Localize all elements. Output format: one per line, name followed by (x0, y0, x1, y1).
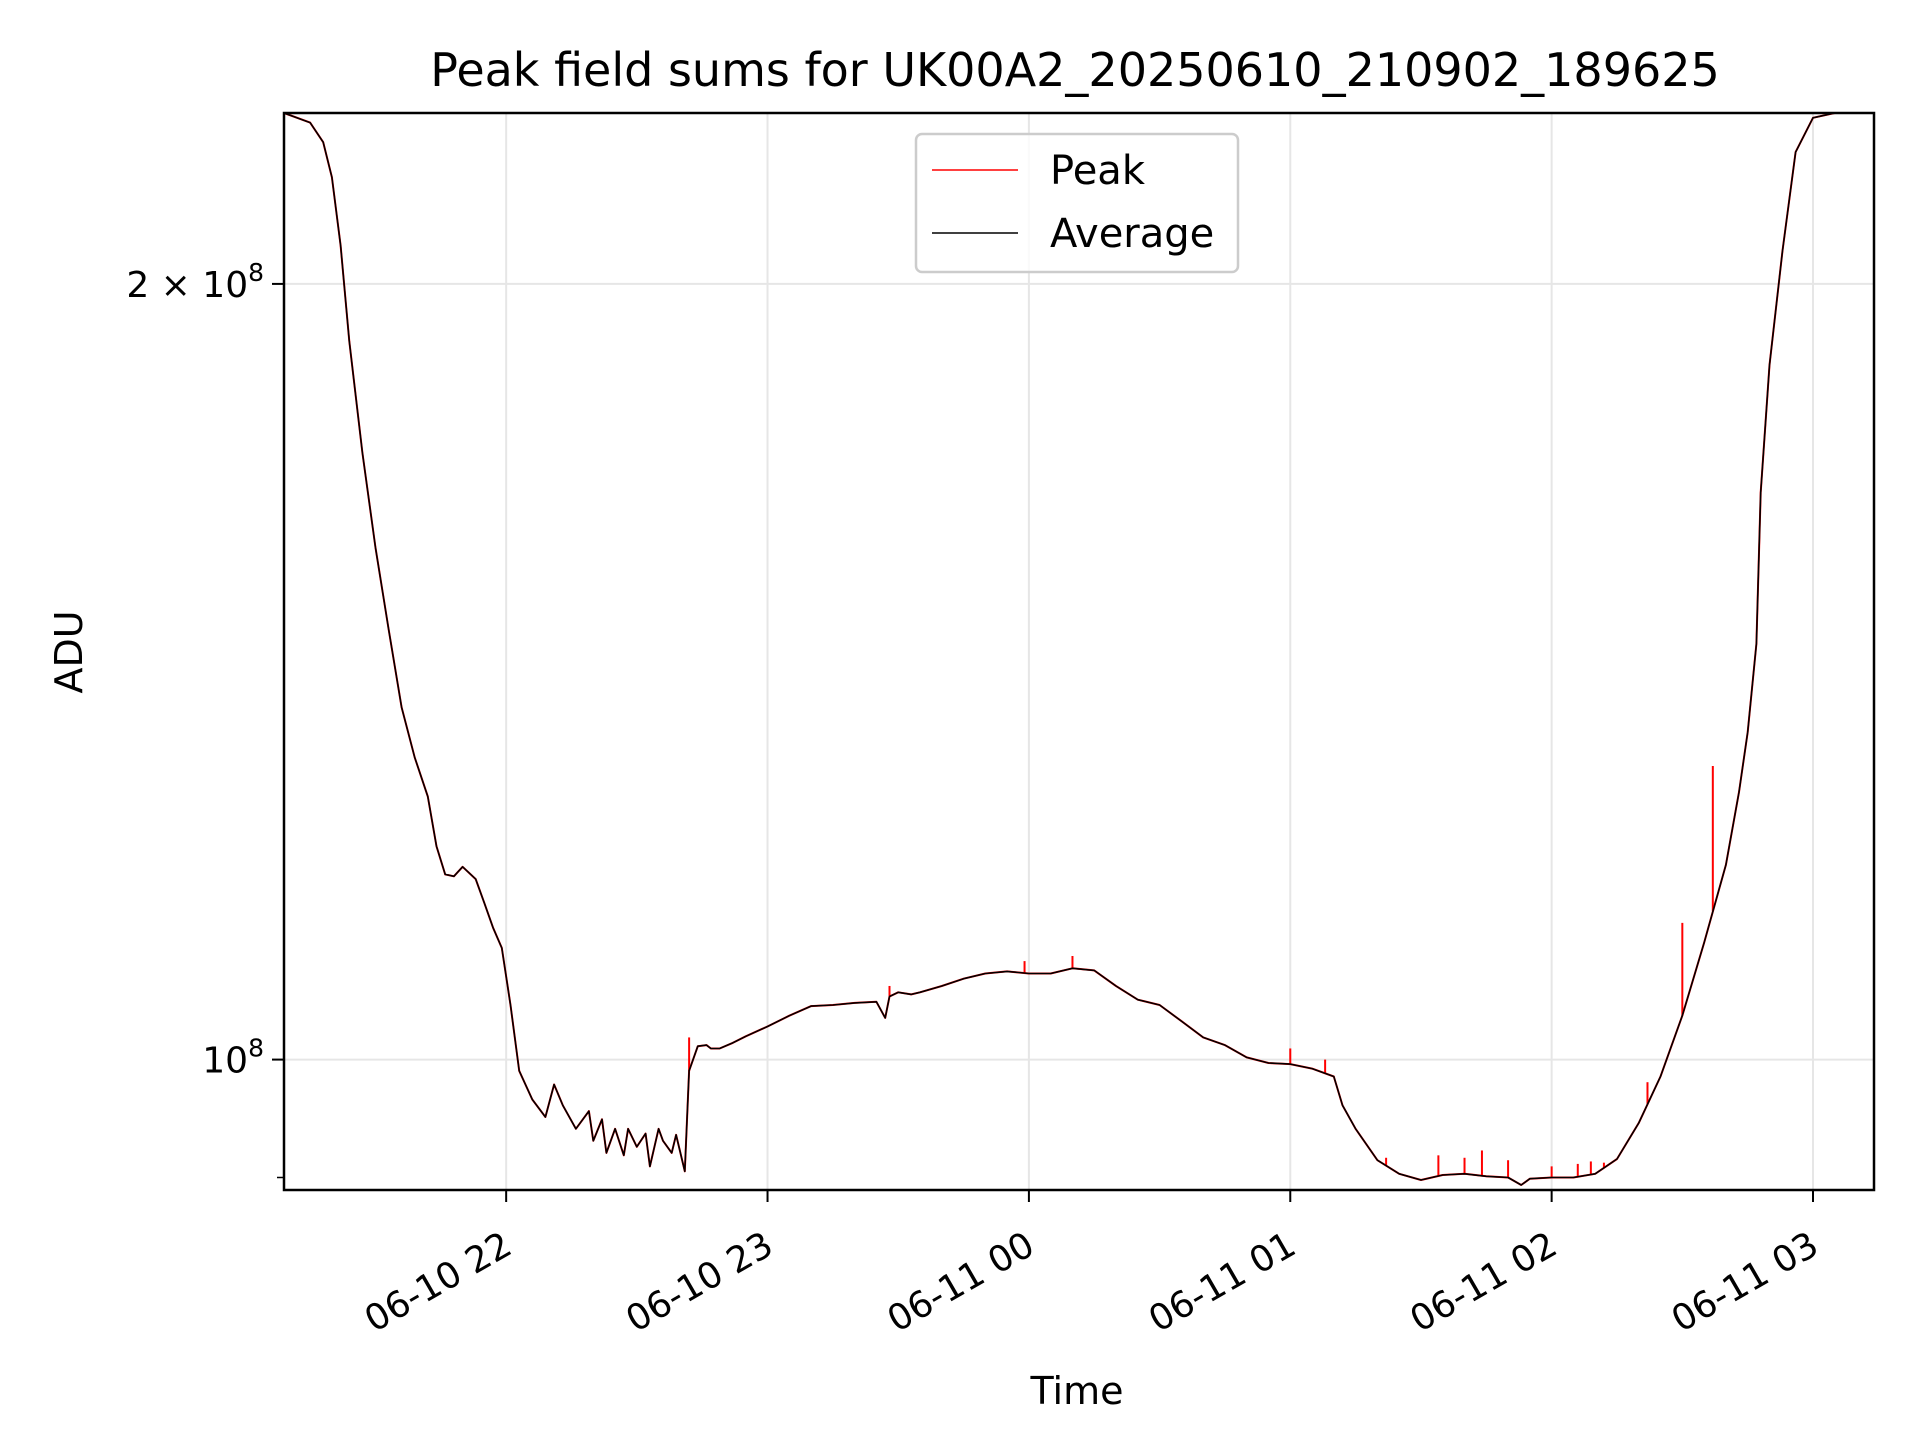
legend-box (914, 132, 1240, 274)
legend: Peak Average (914, 132, 1240, 274)
series-layer (283, 112, 1853, 1186)
plot-frame (282, 111, 1876, 1192)
series-average (283, 112, 1853, 1186)
y-axis-label: ADU (47, 610, 91, 693)
grid (284, 113, 1874, 1190)
y-tick-label-0: 108 (202, 1034, 264, 1082)
x-axis-label: Time (1030, 1369, 1124, 1413)
legend-label-average: Average (1050, 211, 1214, 257)
series-average-line (283, 112, 1853, 1186)
y-tick-label-1: 2 × 108 (126, 258, 264, 306)
legend-label-peak: Peak (1050, 148, 1146, 194)
chart-title: Peak field sums for UK00A2_20250610_2109… (430, 43, 1720, 97)
